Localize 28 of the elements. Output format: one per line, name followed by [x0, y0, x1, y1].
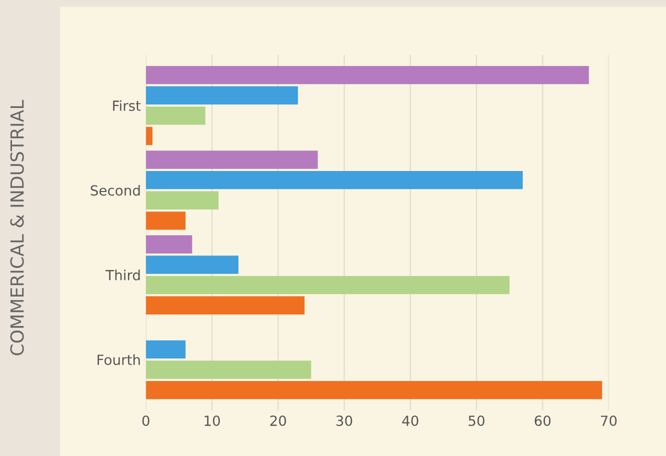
- bar: [146, 106, 206, 125]
- bar: [146, 191, 219, 210]
- bar: [146, 235, 192, 254]
- bar: [146, 256, 238, 274]
- y-tick-label: Third: [106, 270, 140, 280]
- y-tick-label: Fourth: [98, 354, 140, 366]
- y-tick-label: Second: [90, 184, 140, 196]
- x-tick-label: 50: [468, 416, 484, 426]
- bar: [146, 170, 523, 190]
- bar: [146, 126, 152, 146]
- bar: [146, 66, 589, 84]
- x-tick-label: 30: [336, 416, 352, 426]
- y-tick-label: First: [113, 100, 141, 112]
- x-tick-label: 60: [534, 416, 551, 426]
- bar: [146, 86, 298, 104]
- bar: [146, 340, 186, 359]
- bar: [146, 360, 312, 379]
- x-tick-label: 40: [402, 416, 418, 426]
- bar: [146, 276, 510, 294]
- bar: [146, 296, 305, 314]
- x-tick-label: 10: [204, 416, 220, 426]
- x-tick-label: 20: [270, 416, 286, 426]
- bar: [146, 212, 186, 230]
- y-axis-title: COMMERICAL & INDUSTRIAL: [10, 100, 24, 356]
- bar: [146, 380, 602, 400]
- x-tick-label: 0: [142, 416, 150, 426]
- bar: [146, 150, 318, 169]
- x-tick-label: 70: [601, 416, 617, 426]
